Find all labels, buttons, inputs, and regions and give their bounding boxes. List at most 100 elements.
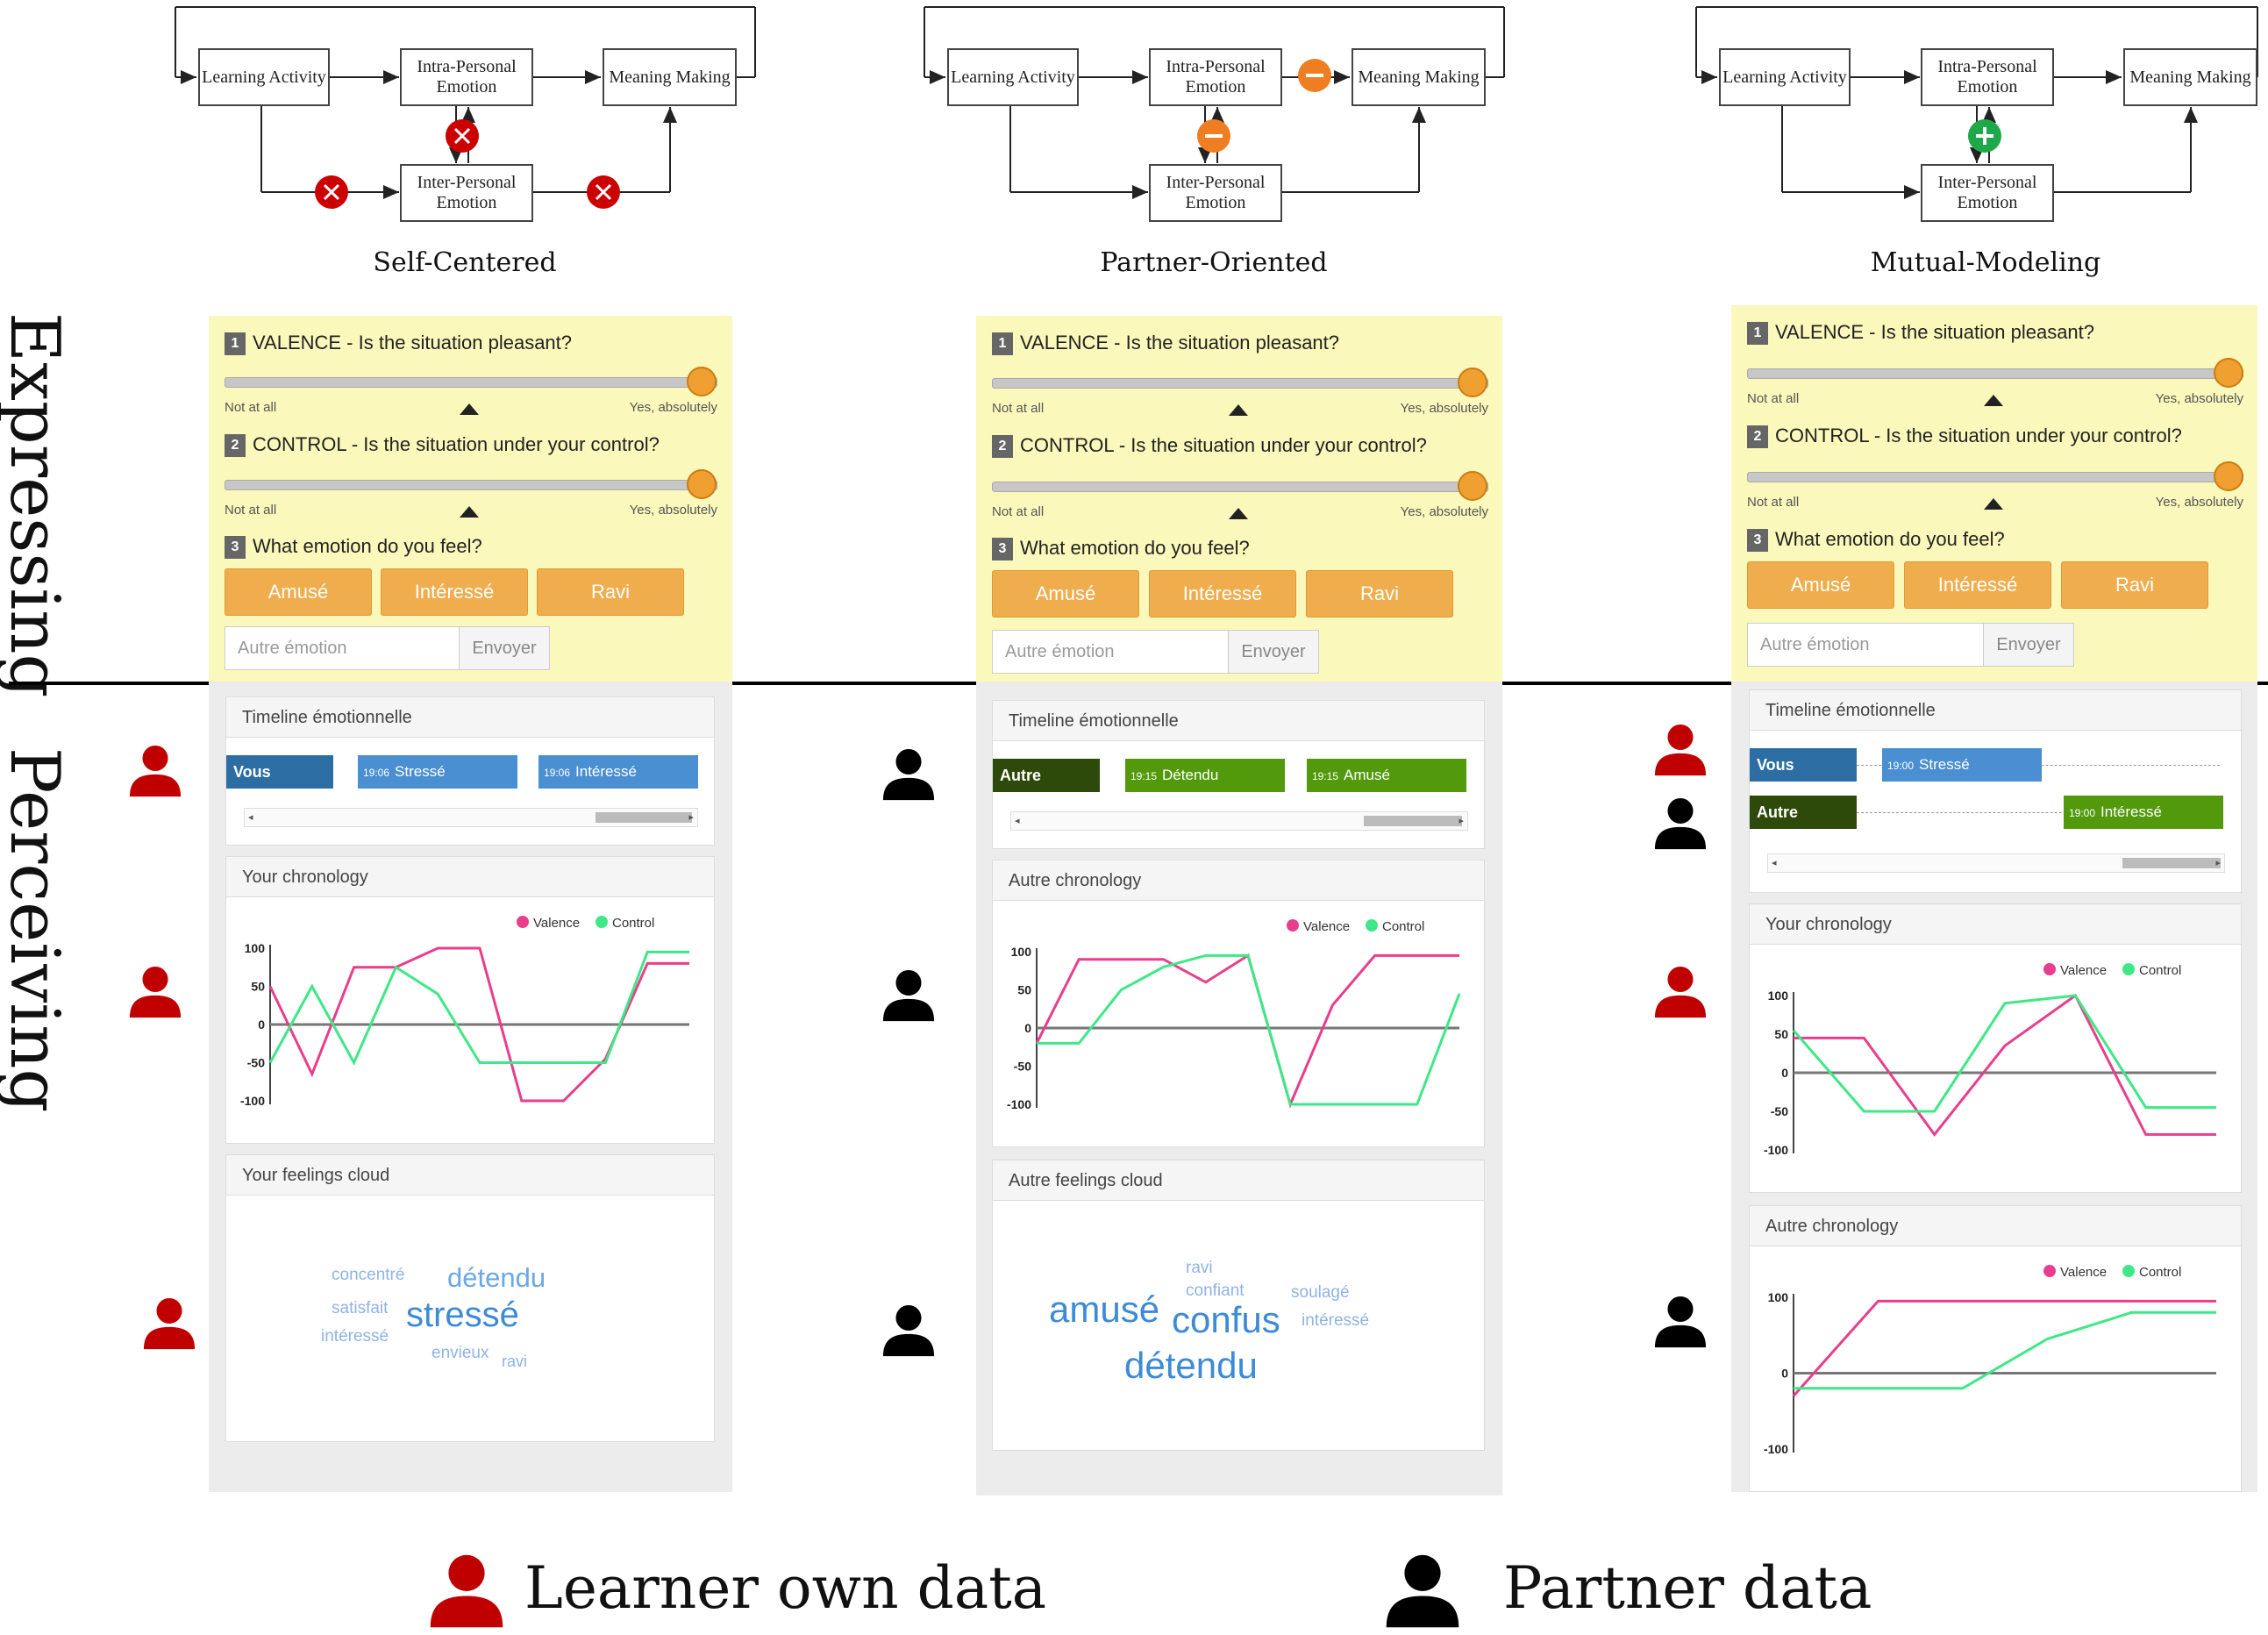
event-time: 19:00 — [2069, 807, 2096, 819]
other-emotion-input[interactable]: Autre émotion — [1747, 623, 1984, 667]
control-slider-thumb[interactable] — [687, 469, 717, 499]
cloud-word: confus — [1172, 1299, 1280, 1340]
control-slider-thumb[interactable] — [2214, 461, 2243, 491]
series-line-control — [1037, 953, 1461, 1106]
send-button[interactable]: Envoyer — [459, 626, 550, 670]
valence-slider[interactable] — [1747, 368, 2243, 379]
scale-marker — [460, 403, 479, 415]
question-emotion: 3 What emotion do you feel? — [992, 537, 1250, 560]
legend-marker — [1366, 919, 1378, 932]
valence-slider-thumb[interactable] — [2214, 358, 2243, 388]
emotion-button-ravi[interactable]: Ravi — [537, 568, 684, 616]
y-tick-label: 0 — [1781, 1066, 1788, 1080]
minus-icon — [1298, 59, 1331, 92]
valence-slider-thumb[interactable] — [1458, 368, 1487, 397]
y-tick-label: 100 — [1768, 989, 1789, 1003]
legend-own-data: Learner own data — [524, 1554, 1047, 1622]
q-text: VALENCE - Is the situation pleasant? — [1020, 332, 1340, 353]
emotion-button-interesse[interactable]: Intéressé — [1904, 561, 2051, 609]
legend-marker — [517, 916, 529, 928]
timeline-scrollbar[interactable]: ◂ ▸ — [244, 808, 698, 827]
person-icon — [1654, 797, 1707, 850]
timeline-event[interactable]: 19:06 Intéressé — [538, 755, 698, 789]
plus-icon — [1968, 119, 2001, 153]
expressing-panel-2: 1 VALENCE - Is the situation pleasant? No… — [976, 316, 1502, 682]
question-control: 2 CONTROL - Is the situation under your c… — [225, 433, 660, 457]
cloud-word: détendu — [447, 1262, 546, 1293]
timeline-scrollbar[interactable]: ◂ ▸ — [1010, 811, 1468, 831]
emotion-button-ravi[interactable]: Ravi — [1306, 570, 1453, 618]
timeline-event[interactable]: 19:00 Intéressé — [2064, 796, 2223, 829]
legend-label: Valence — [533, 916, 580, 931]
control-slider[interactable] — [1747, 472, 2243, 482]
emotion-button-amuse[interactable]: Amusé — [1747, 561, 1894, 609]
scrollbar-thumb[interactable] — [2122, 858, 2221, 868]
emotion-button-amuse[interactable]: Amusé — [992, 570, 1139, 618]
y-tick-label: 50 — [1017, 983, 1031, 997]
box-learning-activity: Learning Activity — [198, 48, 330, 106]
timeline-scrollbar[interactable]: ◂ ▸ — [1767, 853, 2225, 873]
control-slider[interactable] — [992, 482, 1488, 492]
valence-slider[interactable] — [225, 377, 717, 388]
y-tick-label: 0 — [1781, 1367, 1788, 1381]
timeline-event[interactable]: 19:00 Stressé — [1882, 748, 2042, 782]
control-slider-thumb[interactable] — [1458, 471, 1487, 501]
diagram-title: Mutual-Modeling — [1870, 247, 2101, 278]
card-title: Your chronology — [226, 857, 714, 897]
box-inter-personal-emotion: Inter-Personal Emotion — [1149, 164, 1282, 222]
emotion-button-ravi[interactable]: Ravi — [2061, 561, 2208, 609]
y-tick-label: -100 — [1007, 1097, 1031, 1111]
y-tick-label: -50 — [247, 1056, 265, 1070]
card-title: Timeline émotionnelle — [1750, 690, 2241, 731]
scrollbar-thumb[interactable] — [596, 812, 692, 823]
scrollbar-thumb[interactable] — [1364, 816, 1462, 826]
chronology-chart: Valence Control 100 50 0 -50 -100 — [1007, 919, 1461, 1111]
cloud-word: concentré — [332, 1266, 405, 1284]
box-inter-personal-emotion: Inter-Personal Emotion — [400, 164, 533, 222]
series-line-valence — [1035, 953, 1459, 1109]
y-tick-label: -50 — [1771, 1104, 1788, 1118]
control-slider[interactable] — [225, 480, 717, 490]
event-time: 19:06 — [544, 767, 571, 779]
question-valence: 1 VALENCE - Is the situation pleasant? — [1747, 321, 2094, 345]
diagram-arrows — [924, 6, 1505, 199]
diagram-title: Self-Centered — [373, 247, 557, 278]
q-text: CONTROL - Is the situation under your co… — [1020, 434, 1427, 456]
timeline-row-label: Vous — [226, 755, 333, 789]
y-tick-label: -100 — [1764, 1442, 1788, 1456]
expressing-panel-1: 1 VALENCE - Is the situation pleasant? No… — [209, 316, 732, 682]
legend-marker — [2122, 1265, 2135, 1277]
legend-marker — [1287, 919, 1299, 932]
send-button[interactable]: Envoyer — [1983, 623, 2074, 667]
timeline-event[interactable]: 19:15 Amusé — [1307, 759, 1466, 792]
q-number: 3 — [1747, 529, 1768, 552]
series-line-valence — [1794, 993, 2216, 1137]
q-text: What emotion do you feel? — [1775, 528, 2005, 550]
q-number: 2 — [225, 434, 246, 457]
send-button[interactable]: Envoyer — [1228, 630, 1319, 674]
emotion-button-amuse[interactable]: Amusé — [225, 568, 372, 616]
card-title: Autre chronology — [993, 860, 1484, 901]
person-icon — [1386, 1554, 1459, 1628]
emotion-button-interesse[interactable]: Intéressé — [381, 568, 528, 616]
event-time: 19:06 — [363, 767, 390, 779]
card-title: Timeline émotionnelle — [226, 697, 714, 738]
valence-slider[interactable] — [992, 378, 1488, 389]
question-emotion: 3 What emotion do you feel? — [1747, 528, 2005, 552]
q-text: CONTROL - Is the situation under your co… — [1775, 425, 2182, 446]
box-intra-personal-emotion: Intra-Personal Emotion — [1149, 48, 1282, 106]
timeline-event[interactable]: 19:06 Stressé — [358, 755, 517, 789]
other-emotion-input[interactable]: Autre émotion — [225, 626, 460, 670]
emotion-button-interesse[interactable]: Intéressé — [1149, 570, 1296, 618]
valence-slider-thumb[interactable] — [687, 367, 717, 396]
y-tick-label: -100 — [240, 1094, 265, 1108]
scale-left: Not at all — [992, 401, 1045, 416]
scale-right: Yes, absolutely — [1400, 401, 1488, 416]
scale-right: Yes, absolutely — [629, 400, 717, 415]
scale-left: Not at all — [1747, 495, 1800, 510]
other-emotion-input[interactable]: Autre émotion — [992, 630, 1229, 674]
y-tick-label: 100 — [1768, 1290, 1789, 1304]
feelings-cloud-card: Autre feelings cloud ravi confiant soula… — [992, 1160, 1485, 1451]
y-tick-label: -100 — [1764, 1143, 1788, 1157]
timeline-event[interactable]: 19:15 Détendu — [1125, 759, 1285, 792]
